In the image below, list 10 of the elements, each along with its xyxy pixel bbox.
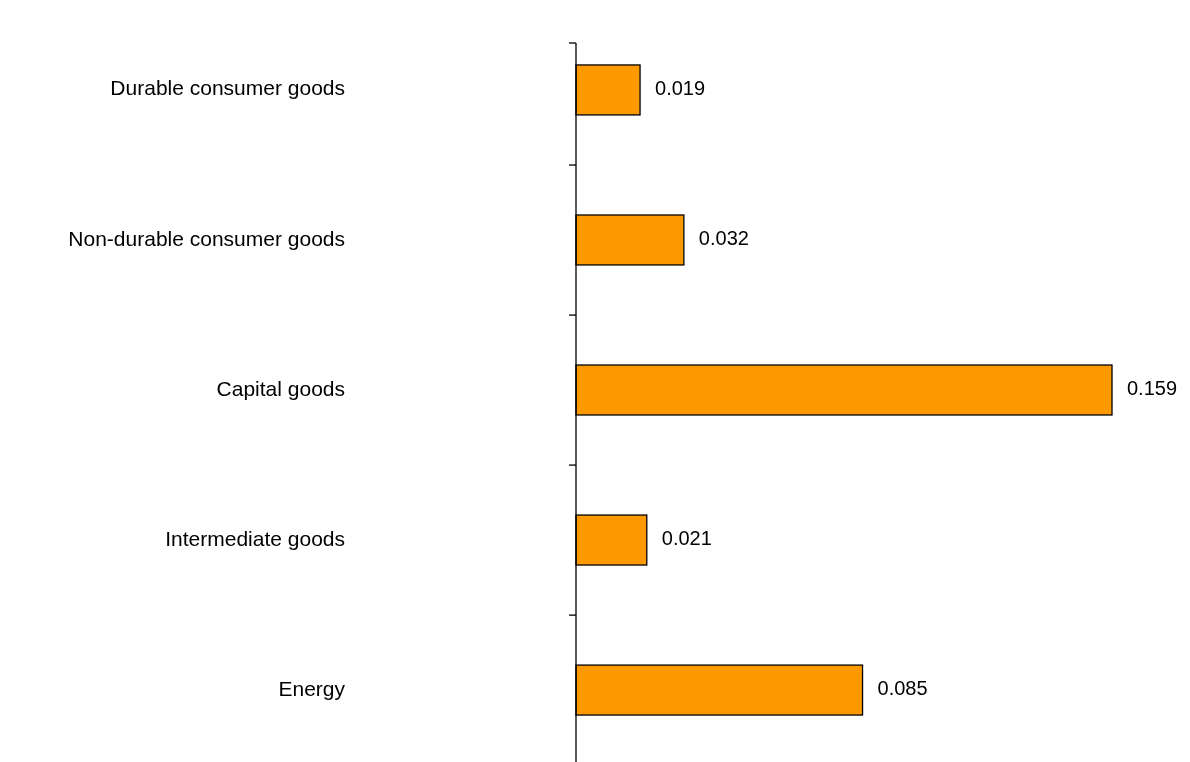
y-tick-label: Intermediate goods [165,526,345,550]
y-tick-label: Durable consumer goods [110,76,345,100]
data-label: 0.021 [661,527,712,550]
y-tick-label: Capital goods [216,376,345,400]
data-label: 0.085 [877,677,928,700]
data-label: 0.019 [655,77,706,100]
data-label: 0.159 [1127,377,1178,400]
y-tick-label: Energy [278,676,346,700]
y-tick-label: Non-durable consumer goods [68,226,345,250]
data-label: 0.032 [698,227,749,250]
